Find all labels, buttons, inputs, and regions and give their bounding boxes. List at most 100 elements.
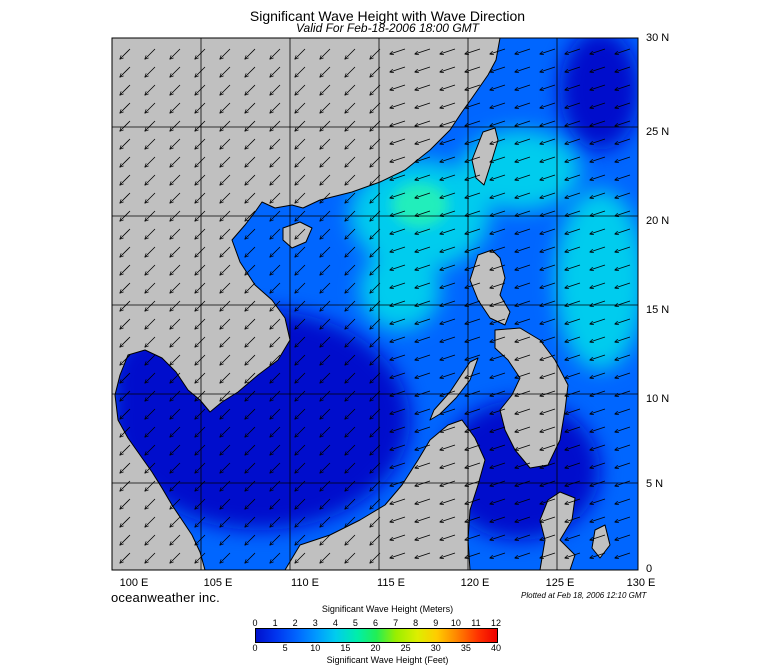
- direction-arrow: [440, 210, 456, 216]
- lat-label-0: 0: [646, 563, 653, 575]
- direction-arrow: [370, 426, 381, 437]
- direction-arrow: [515, 138, 531, 144]
- direction-arrow: [390, 174, 406, 180]
- direction-arrow: [590, 246, 606, 252]
- direction-arrow: [295, 408, 306, 419]
- direction-arrow: [295, 462, 306, 473]
- direction-arrow: [145, 66, 156, 77]
- direction-arrow: [370, 66, 381, 77]
- direction-arrow: [195, 120, 206, 131]
- direction-arrow: [515, 66, 531, 72]
- direction-arrow: [615, 102, 631, 108]
- direction-arrow: [490, 228, 506, 234]
- direction-arrow: [270, 498, 281, 509]
- direction-arrow: [195, 498, 206, 509]
- direction-arrow: [540, 84, 556, 90]
- feet-tick-label: 20: [370, 643, 381, 653]
- direction-arrow: [465, 498, 481, 504]
- direction-arrow: [245, 228, 256, 239]
- direction-arrow: [390, 192, 406, 198]
- direction-arrow: [170, 48, 181, 59]
- direction-arrow: [615, 48, 631, 54]
- direction-arrow: [415, 210, 431, 216]
- direction-arrow: [270, 120, 281, 131]
- direction-arrow: [390, 480, 406, 486]
- direction-arrow: [345, 102, 356, 113]
- direction-arrow: [440, 282, 456, 288]
- direction-arrow: [270, 372, 281, 383]
- direction-arrow: [245, 498, 256, 509]
- direction-arrow: [415, 48, 431, 54]
- meters-tick-label: 8: [413, 618, 419, 628]
- direction-arrow: [170, 408, 181, 419]
- direction-arrow: [170, 246, 181, 257]
- direction-arrow: [295, 354, 306, 365]
- direction-arrow: [245, 84, 256, 95]
- direction-arrow: [120, 336, 131, 347]
- direction-arrow: [195, 228, 206, 239]
- direction-arrow: [270, 48, 281, 59]
- colorbar-title-meters: Significant Wave Height (Meters): [321, 604, 454, 614]
- direction-arrow: [565, 462, 581, 468]
- direction-arrow: [565, 210, 581, 216]
- direction-arrow: [270, 228, 281, 239]
- direction-arrow: [145, 210, 156, 221]
- direction-arrow: [590, 174, 606, 180]
- direction-arrow: [565, 426, 581, 432]
- direction-arrow: [390, 516, 406, 522]
- direction-arrow: [615, 66, 631, 72]
- direction-arrow: [440, 516, 456, 522]
- direction-arrow: [270, 264, 281, 275]
- direction-arrow: [345, 372, 356, 383]
- direction-arrow: [370, 210, 381, 221]
- direction-arrow: [465, 408, 481, 414]
- direction-arrow: [615, 390, 631, 396]
- lon-label-130e: 130 E: [626, 577, 656, 589]
- direction-arrow: [415, 534, 431, 540]
- direction-arrow: [390, 48, 406, 54]
- direction-arrow: [415, 426, 431, 432]
- direction-arrow: [370, 444, 381, 455]
- direction-arrow: [370, 192, 381, 203]
- direction-arrow: [540, 534, 556, 540]
- direction-arrow: [370, 354, 381, 365]
- direction-arrow: [145, 300, 156, 311]
- direction-arrow: [345, 534, 356, 545]
- direction-arrow: [465, 138, 481, 144]
- direction-arrow: [370, 516, 381, 527]
- direction-arrow: [540, 498, 556, 504]
- direction-arrow: [565, 156, 581, 162]
- direction-arrow: [270, 66, 281, 77]
- direction-arrow: [615, 156, 631, 162]
- direction-arrow: [590, 498, 606, 504]
- direction-arrow: [540, 192, 556, 198]
- direction-arrow: [540, 336, 556, 342]
- direction-arrow: [590, 552, 606, 558]
- direction-arrow: [490, 498, 506, 504]
- direction-arrow: [345, 516, 356, 527]
- direction-arrow: [515, 120, 531, 126]
- direction-arrow: [245, 210, 256, 221]
- lon-label-110e: 110 E: [291, 577, 319, 589]
- direction-arrow: [415, 372, 431, 378]
- direction-arrow: [490, 48, 506, 54]
- direction-arrow: [540, 300, 556, 306]
- direction-arrow: [370, 156, 381, 167]
- direction-arrow: [440, 498, 456, 504]
- direction-arrow: [590, 300, 606, 306]
- direction-arrow: [390, 120, 406, 126]
- direction-arrow: [490, 408, 506, 414]
- direction-arrow: [345, 84, 356, 95]
- direction-arrow: [465, 210, 481, 216]
- direction-arrow: [465, 174, 481, 180]
- direction-arrow: [370, 120, 381, 131]
- direction-arrow: [145, 354, 156, 365]
- direction-arrow: [415, 444, 431, 450]
- direction-arrow: [145, 516, 156, 527]
- direction-arrow: [295, 66, 306, 77]
- direction-arrow: [220, 48, 231, 59]
- land-masses: [112, 38, 611, 570]
- direction-arrow: [465, 372, 481, 378]
- direction-arrow: [615, 84, 631, 90]
